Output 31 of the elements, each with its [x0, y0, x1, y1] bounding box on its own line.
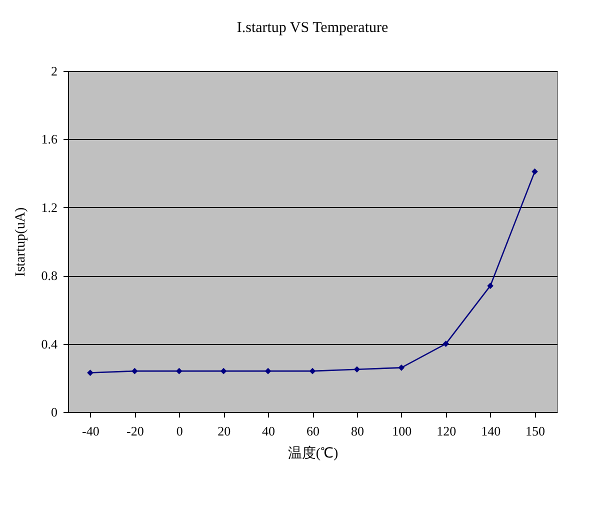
x-tick-label: -20 — [126, 424, 144, 438]
point — [442, 340, 450, 347]
x-tick-label: 100 — [392, 424, 412, 438]
y-tick-label: 0.4 — [41, 336, 58, 352]
y-tick-label: 0.8 — [41, 268, 58, 284]
point — [532, 168, 538, 175]
y-tick-label: 2 — [51, 64, 58, 78]
chart-title: I.startup VS Temperature — [236, 20, 388, 36]
x-tick-label: 60 — [306, 424, 320, 438]
point — [487, 282, 494, 289]
point — [398, 364, 405, 371]
point — [264, 368, 272, 374]
x-tick-label: 20 — [218, 424, 231, 438]
y-axis-title: Istartup(uA) — [13, 207, 28, 277]
point — [309, 368, 316, 374]
y-tick-label: 1.2 — [41, 200, 58, 215]
y-tick-label: 0 — [51, 404, 58, 420]
x-axis-title: 温度(℃) — [288, 446, 338, 462]
point — [354, 366, 360, 373]
x-tick-label: 80 — [350, 424, 364, 438]
x-tick-label: 140 — [481, 424, 501, 438]
y-tick-label: 1.6 — [41, 132, 58, 147]
x-tick-label: 150 — [526, 424, 546, 438]
point — [176, 368, 182, 374]
point — [132, 368, 138, 374]
point — [220, 368, 227, 374]
x-tick-label: -40 — [82, 424, 100, 438]
x-tick-label: 0 — [176, 424, 183, 438]
x-tick-label: 120 — [436, 424, 456, 438]
x-tick-label: 40 — [262, 424, 276, 438]
point — [87, 370, 94, 376]
